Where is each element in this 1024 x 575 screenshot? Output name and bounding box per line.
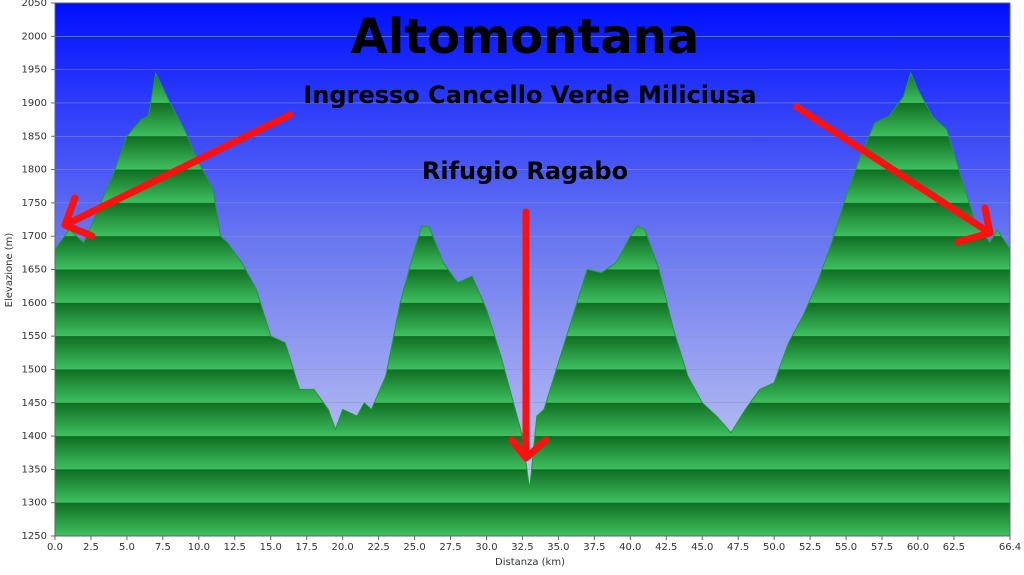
x-tick-label: 10.0 [188, 542, 210, 553]
arrows [61, 103, 994, 462]
x-tick-label: 22.5 [367, 542, 389, 553]
annotation: Ingresso Cancello Verde Miliciusa [303, 81, 756, 109]
y-tick-label: 1550 [22, 331, 47, 342]
x-tick-label: 55.0 [835, 542, 857, 553]
x-tick-label: 5.0 [119, 542, 135, 553]
arrow [508, 208, 550, 462]
x-tick-label: 27.5 [439, 542, 461, 553]
annotation: Rifugio Ragabo [422, 157, 628, 185]
x-tick-label: 15.0 [260, 542, 282, 553]
x-tick-label: 60.0 [907, 542, 929, 553]
x-tick-label: 25.0 [403, 542, 425, 553]
profile-line [54, 71, 1011, 490]
y-tick-label: 1850 [22, 131, 47, 142]
x-tick-label: 45.0 [691, 542, 713, 553]
y-tick-label: 2000 [22, 31, 47, 42]
y-tick-label: 1250 [22, 531, 47, 542]
y-tick-label: 2050 [22, 0, 47, 9]
y-tick-label: 1750 [22, 198, 47, 209]
profile-area [55, 72, 1010, 537]
y-tick-label: 1650 [22, 265, 47, 276]
x-tick-label: 0.0 [47, 542, 63, 553]
y-tick-label: 1400 [22, 431, 47, 442]
x-tick-label: 32.5 [511, 542, 533, 553]
x-tick-label: 20.0 [332, 542, 354, 553]
x-tick-label: 17.5 [296, 542, 318, 553]
x-tick-label: 35.0 [547, 542, 569, 553]
arrow [793, 103, 994, 246]
x-tick-label: 7.5 [155, 542, 171, 553]
x-tick-label: 42.5 [655, 542, 677, 553]
x-tick-label: 47.5 [727, 542, 749, 553]
x-tick-label: 57.5 [871, 542, 893, 553]
x-tick-label: 2.5 [83, 542, 99, 553]
x-axis-label: Distanza (km) [495, 557, 565, 568]
y-tick-label: 1950 [22, 65, 47, 76]
y-tick-label: 1350 [22, 464, 47, 475]
x-tick-label: 30.0 [475, 542, 497, 553]
x-tick-label: 52.5 [799, 542, 821, 553]
chart-title: Altomontana [351, 9, 700, 65]
arrow [61, 111, 294, 240]
y-tick-label: 1900 [22, 98, 47, 109]
x-tick-label: 37.5 [583, 542, 605, 553]
y-tick-label: 1500 [22, 364, 47, 375]
x-tick-label: 40.0 [619, 542, 641, 553]
x-tick-label: 12.5 [224, 542, 246, 553]
y-axis-label: Elevazione (m) [4, 233, 15, 308]
y-tick-label: 1600 [22, 298, 47, 309]
x-tick-label: 62.5 [943, 542, 965, 553]
y-tick-label: 1800 [22, 165, 47, 176]
x-tick-label: 66.4 [999, 542, 1021, 553]
y-tick-label: 1300 [22, 498, 47, 509]
x-tick-label: 50.0 [763, 542, 785, 553]
y-tick-label: 1450 [22, 398, 47, 409]
y-tick-label: 1700 [22, 231, 47, 242]
